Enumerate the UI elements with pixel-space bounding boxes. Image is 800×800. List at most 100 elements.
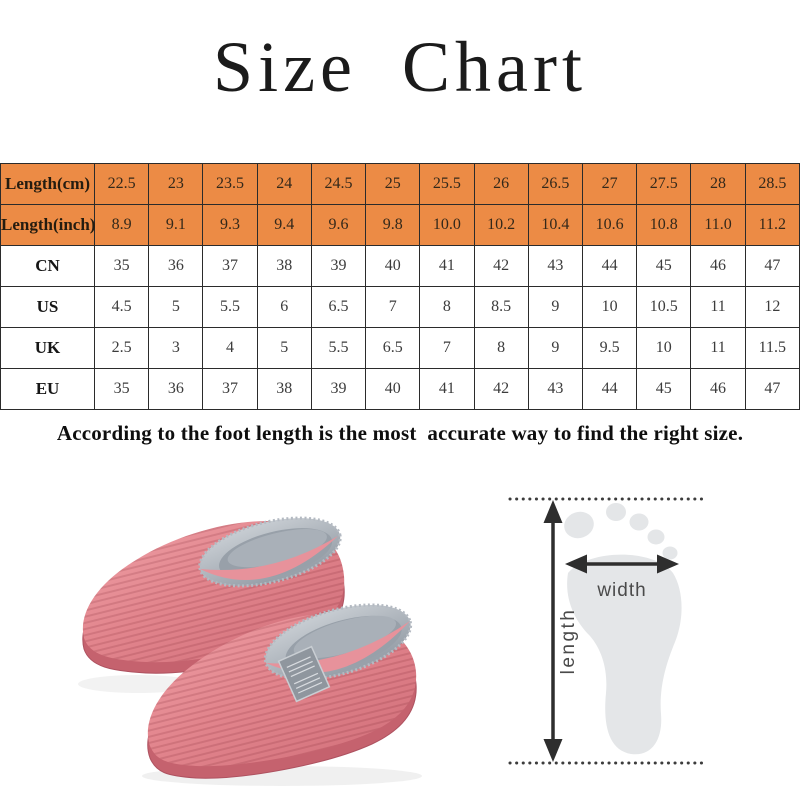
size-cell: 8 — [419, 286, 475, 328]
size-cell: 42 — [473, 368, 529, 410]
row-label: Length(inch) — [0, 204, 95, 246]
size-cell: 8.5 — [473, 286, 529, 328]
size-cell: 36 — [148, 245, 204, 287]
size-cell: 5 — [148, 286, 204, 328]
row-label: CN — [0, 245, 95, 287]
slipper-left-fur-lining — [198, 516, 342, 588]
dotted-guide-lines — [508, 497, 708, 765]
size-cell: 23.5 — [202, 163, 258, 205]
size-cell: 36 — [148, 368, 204, 410]
size-cell: 6 — [256, 286, 312, 328]
length-label: length — [558, 608, 579, 675]
foot-measure-diagram: width length — [470, 478, 800, 800]
table-row: UK 2.5 3 4 5 5.5 6.5 7 8 9 9.5 10 11 11.5 — [0, 327, 800, 369]
size-cell: 46 — [690, 368, 746, 410]
size-cell: 10.6 — [581, 204, 638, 246]
size-cell: 12 — [744, 286, 800, 328]
size-cell: 45 — [636, 245, 692, 287]
size-cell: 39 — [310, 368, 367, 410]
size-cell: 11 — [690, 286, 746, 328]
size-cell: 39 — [310, 245, 367, 287]
size-cell: 5.5 — [310, 327, 367, 369]
product-photo-slippers — [42, 478, 462, 800]
size-cell: 5 — [256, 327, 312, 369]
size-cell: 47 — [744, 245, 800, 287]
size-cell: 40 — [365, 368, 421, 410]
foot-diagram-illustration: width length — [508, 497, 708, 765]
size-cell: 9.3 — [202, 204, 258, 246]
size-cell: 22.5 — [93, 163, 150, 205]
size-cell: 23 — [148, 163, 204, 205]
size-cell: 42 — [473, 245, 529, 287]
size-cell: 6.5 — [365, 327, 421, 369]
size-cell: 10.5 — [636, 286, 692, 328]
size-cell: 9.6 — [310, 204, 367, 246]
size-cell: 2.5 — [93, 327, 150, 369]
size-cell: 41 — [419, 368, 475, 410]
size-cell: 7 — [365, 286, 421, 328]
size-cell: 9 — [527, 327, 583, 369]
size-cell: 44 — [581, 368, 638, 410]
size-cell: 43 — [527, 368, 583, 410]
row-label: Length(cm) — [0, 163, 95, 205]
size-cell: 26.5 — [527, 163, 583, 205]
size-cell: 10 — [581, 286, 638, 328]
size-cell: 35 — [93, 245, 150, 287]
size-cell: 28 — [690, 163, 746, 205]
size-cell: 11.5 — [744, 327, 800, 369]
slipper-right — [142, 603, 422, 786]
size-cell: 38 — [256, 368, 312, 410]
size-cell: 4 — [202, 327, 258, 369]
width-arrow — [565, 554, 679, 574]
slippers-illustration — [78, 516, 422, 786]
size-cell: 9.5 — [581, 327, 638, 369]
size-cell: 27.5 — [636, 163, 692, 205]
table-row: EU 35 36 37 38 39 40 41 42 43 44 45 46 47 — [0, 368, 800, 410]
size-cell: 28.5 — [744, 163, 800, 205]
size-cell: 27 — [581, 163, 638, 205]
length-arrow — [543, 500, 563, 762]
fit-note: According to the foot length is the most… — [56, 421, 744, 445]
size-cell: 6.5 — [310, 286, 367, 328]
size-cell: 8.9 — [93, 204, 150, 246]
size-cell: 7 — [419, 327, 475, 369]
size-cell: 4.5 — [93, 286, 150, 328]
size-cell: 3 — [148, 327, 204, 369]
size-cell: 9 — [527, 286, 583, 328]
size-cell: 37 — [202, 245, 258, 287]
size-cell: 11.2 — [744, 204, 800, 246]
size-cell: 5.5 — [202, 286, 258, 328]
size-cell: 43 — [527, 245, 583, 287]
size-cell: 11.0 — [690, 204, 746, 246]
size-cell: 10.4 — [527, 204, 583, 246]
size-cell: 26 — [473, 163, 529, 205]
row-label: UK — [0, 327, 95, 369]
slipper-left — [78, 516, 345, 693]
size-cell: 25.5 — [419, 163, 475, 205]
size-cell: 41 — [419, 245, 475, 287]
size-cell: 8 — [473, 327, 529, 369]
size-cell: 10 — [636, 327, 692, 369]
size-cell: 9.8 — [365, 204, 421, 246]
size-cell: 38 — [256, 245, 312, 287]
size-cell: 44 — [581, 245, 638, 287]
size-cell: 10.8 — [636, 204, 692, 246]
size-cell: 24 — [256, 163, 312, 205]
row-label: US — [0, 286, 95, 328]
size-cell: 11 — [690, 327, 746, 369]
size-cell: 25 — [365, 163, 421, 205]
page-title: Size Chart — [213, 27, 587, 107]
size-cell: 45 — [636, 368, 692, 410]
size-cell: 37 — [202, 368, 258, 410]
table-row: Length(cm) 22.5 23 23.5 24 24.5 25 25.5 26 26.5 27… — [0, 163, 800, 205]
size-table-body: Length(cm) 22.5 23 23.5 24 24.5 25 25.5 26 26.5 27… — [0, 163, 800, 410]
size-table: Length(cm) 22.5 23 23.5 24 24.5 25 25.5 26 26.5 27… — [0, 163, 800, 410]
size-cell: 9.1 — [148, 204, 204, 246]
row-label: EU — [0, 368, 95, 410]
table-row: Length(inch) 8.9 9.1 9.3 9.4 9.6 9.8 10.0 10.2 10… — [0, 204, 800, 246]
size-cell: 40 — [365, 245, 421, 287]
size-cell: 9.4 — [256, 204, 312, 246]
size-cell: 47 — [744, 368, 800, 410]
foot-silhouette — [564, 503, 682, 755]
